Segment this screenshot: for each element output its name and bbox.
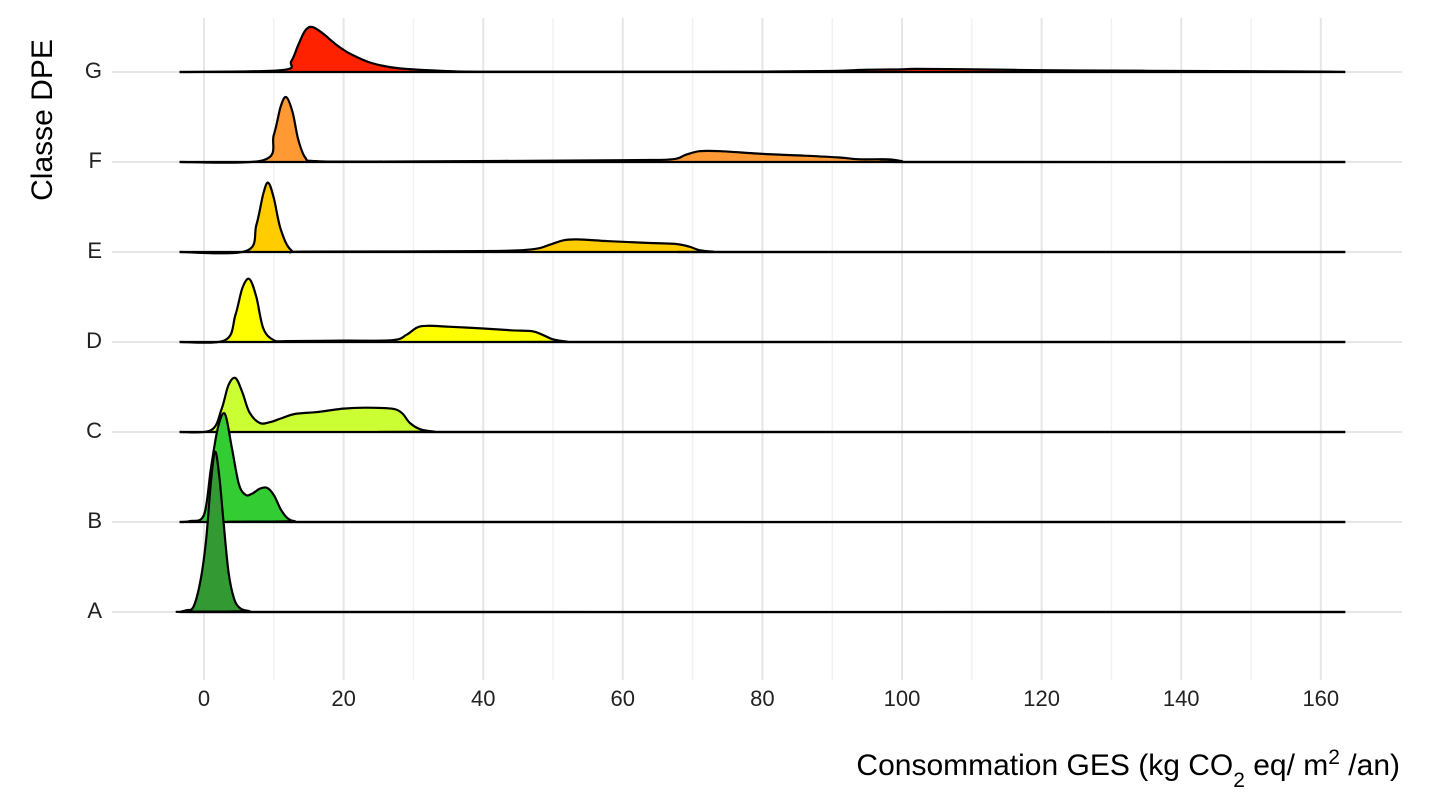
ridge-fill-C [179,377,1346,433]
x-tick-label-160: 160 [1302,686,1339,711]
y-tick-labels: A B C D E F G [85,58,102,623]
x-tick-label-120: 120 [1023,686,1060,711]
ridge-outline-B [179,412,1346,524]
x-tick-label-60: 60 [611,686,635,711]
x-tick-label-80: 80 [750,686,774,711]
ridge-D [179,277,1346,344]
x-tick-labels: 0 20 40 60 80 100 120 140 160 [198,686,1339,711]
x-tick-label-40: 40 [471,686,495,711]
ridge-C [179,376,1346,434]
ridge-B [179,412,1346,524]
ridge-outline-F [179,95,1346,164]
x-axis-title-subscript: 2 [1233,769,1245,792]
x-axis-title: Consommation GES (kg CO2 eq/ m2 /an) [856,746,1400,792]
x-axis-title-superscript: 2 [1328,746,1340,769]
y-tick-label-B: B [87,508,102,533]
ridge-fill-F [179,97,1346,163]
ridge-outline-A [175,450,1346,614]
ridge-outline-D [179,277,1346,344]
ridge-outline-G [179,25,1346,74]
x-axis-title-suffix: /an) [1340,749,1400,782]
ridge-G [179,25,1346,74]
x-axis-title-prefix: Consommation GES (kg CO [856,749,1233,782]
ridge-E [179,181,1346,255]
ridge-outline-C [179,376,1346,434]
x-tick-label-20: 20 [331,686,355,711]
y-tick-label-E: E [87,238,102,263]
y-tick-label-C: C [86,418,102,443]
y-tick-label-D: D [86,328,102,353]
grid-layer [112,18,1402,680]
ridge-layer [175,25,1346,614]
y-tick-label-G: G [85,58,102,83]
ridge-fill-A [176,451,1346,613]
x-axis-title-middle: eq/ m [1245,749,1328,782]
y-tick-label-F: F [89,148,102,173]
x-tick-label-100: 100 [884,686,921,711]
ridge-fill-G [179,26,1346,72]
ridge-outline-E [179,181,1346,255]
ridge-F [179,95,1346,164]
x-tick-label-140: 140 [1163,686,1200,711]
x-tick-label-0: 0 [198,686,210,711]
y-axis-title: Classe DPE [26,39,59,201]
ridge-A [175,450,1346,614]
y-tick-label-A: A [87,598,102,623]
